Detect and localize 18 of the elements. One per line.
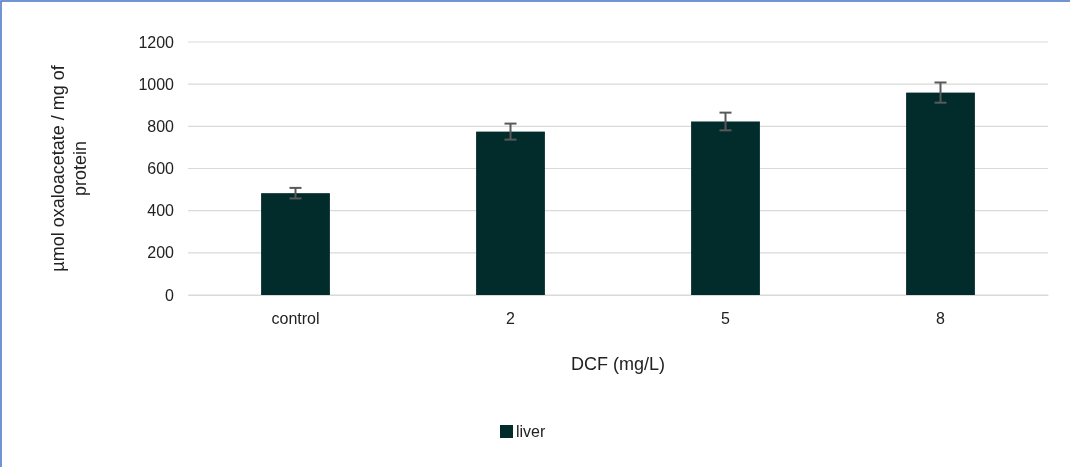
x-tick-label: control <box>271 310 320 328</box>
y-tick-label: 600 <box>147 160 175 178</box>
bar <box>261 193 330 295</box>
y-tick-label: 1000 <box>138 75 175 93</box>
x-tick-label: 8 <box>936 310 946 328</box>
y-tick-label: 1200 <box>138 33 175 51</box>
x-tick-label: 2 <box>506 310 516 328</box>
y-tick-label: 200 <box>147 244 175 262</box>
bar <box>906 92 975 295</box>
bar <box>691 121 760 295</box>
y-axis-title: µmol oxaloacetate / mg of protein <box>48 64 90 272</box>
legend-label: liver <box>516 423 547 440</box>
x-axis-title: DCF (mg/L) <box>571 354 665 374</box>
y-tick-label: 800 <box>147 117 175 135</box>
y-tick-label: 400 <box>147 202 175 220</box>
x-tick-label: 5 <box>721 310 731 328</box>
bar <box>476 131 545 295</box>
y-tick-label: 0 <box>165 286 175 304</box>
